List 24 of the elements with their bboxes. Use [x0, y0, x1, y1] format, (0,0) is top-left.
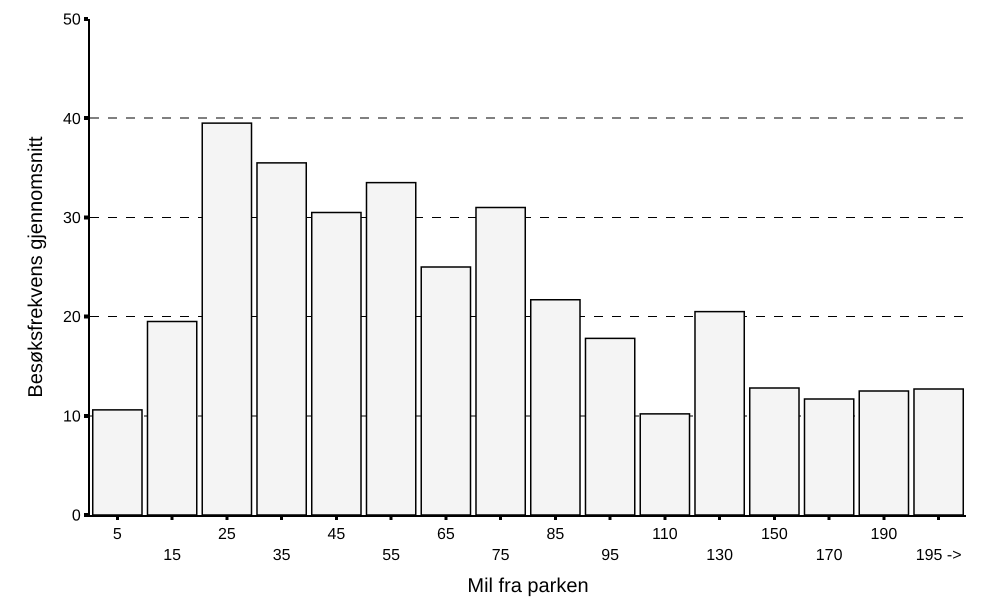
- x-tick-label: 130: [706, 547, 734, 564]
- y-tick-label: 50: [63, 12, 81, 29]
- y-tick-label: 20: [63, 309, 81, 326]
- y-tick-label: 0: [72, 508, 81, 525]
- x-tick-label: 110: [652, 526, 678, 544]
- x-tick-label: 25: [218, 526, 236, 544]
- x-tick-label: 55: [382, 547, 400, 564]
- x-tick-label: 95: [601, 547, 620, 564]
- x-tick-label: 65: [436, 526, 455, 544]
- x-tick-label: 170: [816, 547, 843, 564]
- x-tick-label: 15: [163, 547, 182, 564]
- x-tick-label: 195 ->: [916, 547, 962, 564]
- y-tick-label: 40: [63, 110, 81, 128]
- x-tick-label: 5: [112, 526, 122, 544]
- y-axis-title: Besøksfrekvens gjennomsnitt: [25, 136, 48, 398]
- x-tick-label: 75: [492, 547, 510, 564]
- y-tick-label: 30: [63, 210, 81, 227]
- y-tick-label: 10: [63, 408, 81, 426]
- x-tick-label: 35: [272, 547, 291, 564]
- x-tick-label: 85: [546, 526, 564, 544]
- x-tick-label: 45: [327, 526, 346, 544]
- x-tick-label: 150: [761, 526, 788, 544]
- x-axis-title: Mil fra parken: [467, 575, 589, 597]
- x-tick-label: 190: [870, 526, 898, 544]
